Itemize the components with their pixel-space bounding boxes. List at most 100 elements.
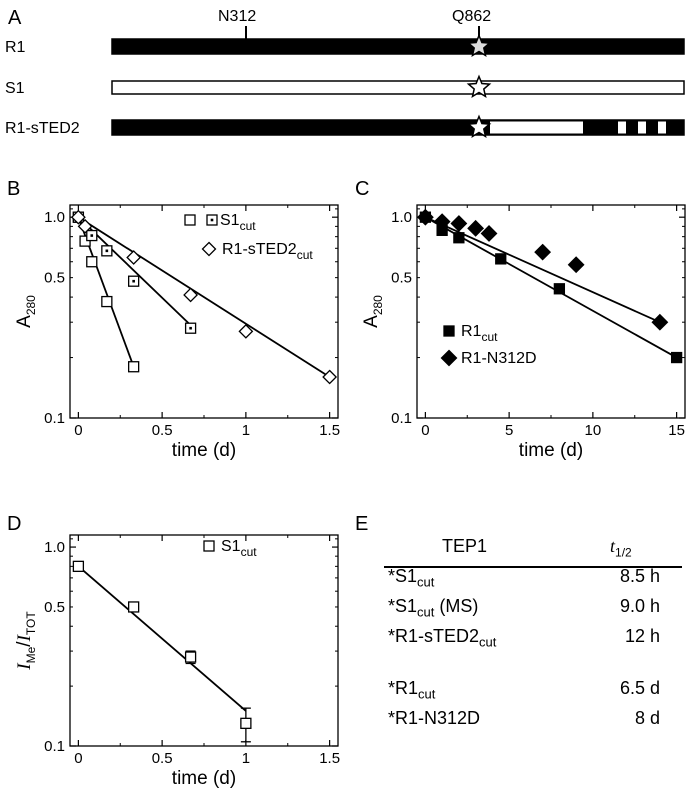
data-point [440,349,458,367]
fit-line [77,216,331,378]
y-tick-label: 0.5 [44,270,65,287]
header-half-life: t1/2 [610,536,632,560]
data-point [201,241,217,257]
data-point [127,601,140,613]
fit-line [77,565,247,712]
thioester-star-r1-sted2 [466,114,492,138]
bar-r1 [111,38,685,55]
marker-label-n312: N312 [218,8,256,25]
plot-frame [69,534,339,747]
table-row: *R1cut 6.5 d [384,678,682,704]
marker-label-q862: Q862 [452,8,491,25]
data-point-dot [90,234,94,237]
data-point-dot [105,249,109,253]
row-label-r1: R1 [5,39,26,56]
y-tick-label: 1.0 [44,209,65,226]
row-name: *R1-N312D [388,708,481,728]
x-axis-label: time (d) [519,440,583,461]
panel-letter-d: D [7,513,21,535]
table-row: *S1cut 8.5 h [384,566,682,592]
y-tick-label: 0.5 [391,270,412,287]
data-point [495,253,507,265]
data-point [70,209,86,225]
data-point [534,243,552,261]
x-tick-label: 1.5 [319,422,340,439]
y-axis-label: IMe/ITOT [14,611,38,671]
chart-b: 0 0.5 1 1.5 0.1 0.5 1.0 time (d) A280 S1cut R1-sTE… [14,204,340,461]
y-axis-label: A280 [14,295,38,328]
x-tick-label: 1 [242,422,250,439]
data-point [480,225,498,242]
data-point [240,717,252,729]
data-point [450,215,468,232]
data-point [203,540,215,552]
data-point-dot [189,326,192,330]
data-point [567,256,585,274]
legend-label: R1-N312D [461,350,537,367]
x-tick-label: 0.5 [152,750,173,767]
table-header: TEP1 t1/2 [384,536,682,568]
header-tep1: TEP1 [442,536,488,556]
x-axis-label: time (d) [172,768,236,789]
row-name: *S1cut (MS) [388,596,479,620]
bar-r1-sted2 [111,119,685,136]
row-value: 6.5 d [619,678,660,698]
data-point [127,361,140,373]
data-point [86,256,98,268]
data-point [322,369,338,385]
row-label-s1: S1 [5,80,25,97]
table-row: *R1-N312D 8 d [384,708,682,734]
y-tick-label: 0.1 [44,738,65,755]
chart-c: 0 5 10 15 0.1 0.5 1.0 time (d) A280 R1cut R1-N312D [361,204,686,461]
x-tick-label: 1.5 [319,750,340,767]
data-point [77,218,93,234]
data-point [184,651,197,663]
y-tick-label: 1.0 [44,539,65,556]
data-point [184,214,196,226]
data-point [467,219,485,237]
x-tick-label: 0 [74,422,82,439]
data-point [72,560,85,573]
y-tick-label: 0.5 [44,599,65,616]
x-tick-label: 5 [505,422,513,439]
header-half-life-main: t [610,536,616,556]
row-name: *R1cut [388,678,436,702]
row-value: 8.5 h [619,566,660,586]
data-point [416,208,434,226]
row-name: *S1cut [388,566,435,590]
y-tick-label: 0.1 [44,410,65,427]
panel-letter-b: B [7,178,20,200]
panel-letter-c: C [355,178,369,200]
x-tick-label: 1 [242,750,250,767]
thioester-star-s1 [466,74,492,98]
row-name: *R1-sTED2cut [388,626,497,650]
header-half-life-sub: 1/2 [615,545,632,560]
thioester-star-r1 [466,33,492,57]
table-row: *R1-sTED2cut 12 h [384,626,682,652]
data-point [453,232,465,244]
table-row: *S1cut (MS) 9.0 h [384,596,682,622]
row-value: 12 h [624,626,660,646]
data-point [670,351,683,364]
data-point [433,213,451,231]
row-label-r1-sted2: R1-sTED2 [5,120,80,137]
x-tick-label: 10 [585,422,602,439]
x-tick-label: 0.5 [152,422,173,439]
data-point [238,323,254,339]
bar-s1 [111,80,685,95]
legend-label: S1cut [221,538,257,559]
y-axis-label: A280 [361,295,385,328]
data-point [183,287,199,303]
data-point [101,295,113,308]
data-point [443,325,455,337]
legend-label: S1cut [220,212,256,233]
data-point-dot [210,218,214,222]
legend-label: R1-sTED2cut [222,241,313,262]
data-point [553,283,566,295]
x-tick-label: 0 [74,750,82,767]
y-tick-label: 1.0 [391,209,412,226]
chart-d: 0 0.5 1 1.5 0.1 0.5 1.0 time (d) IMe/ITOT S1cut [14,534,340,789]
y-tick-label: 0.1 [391,410,412,427]
data-point [651,313,669,331]
